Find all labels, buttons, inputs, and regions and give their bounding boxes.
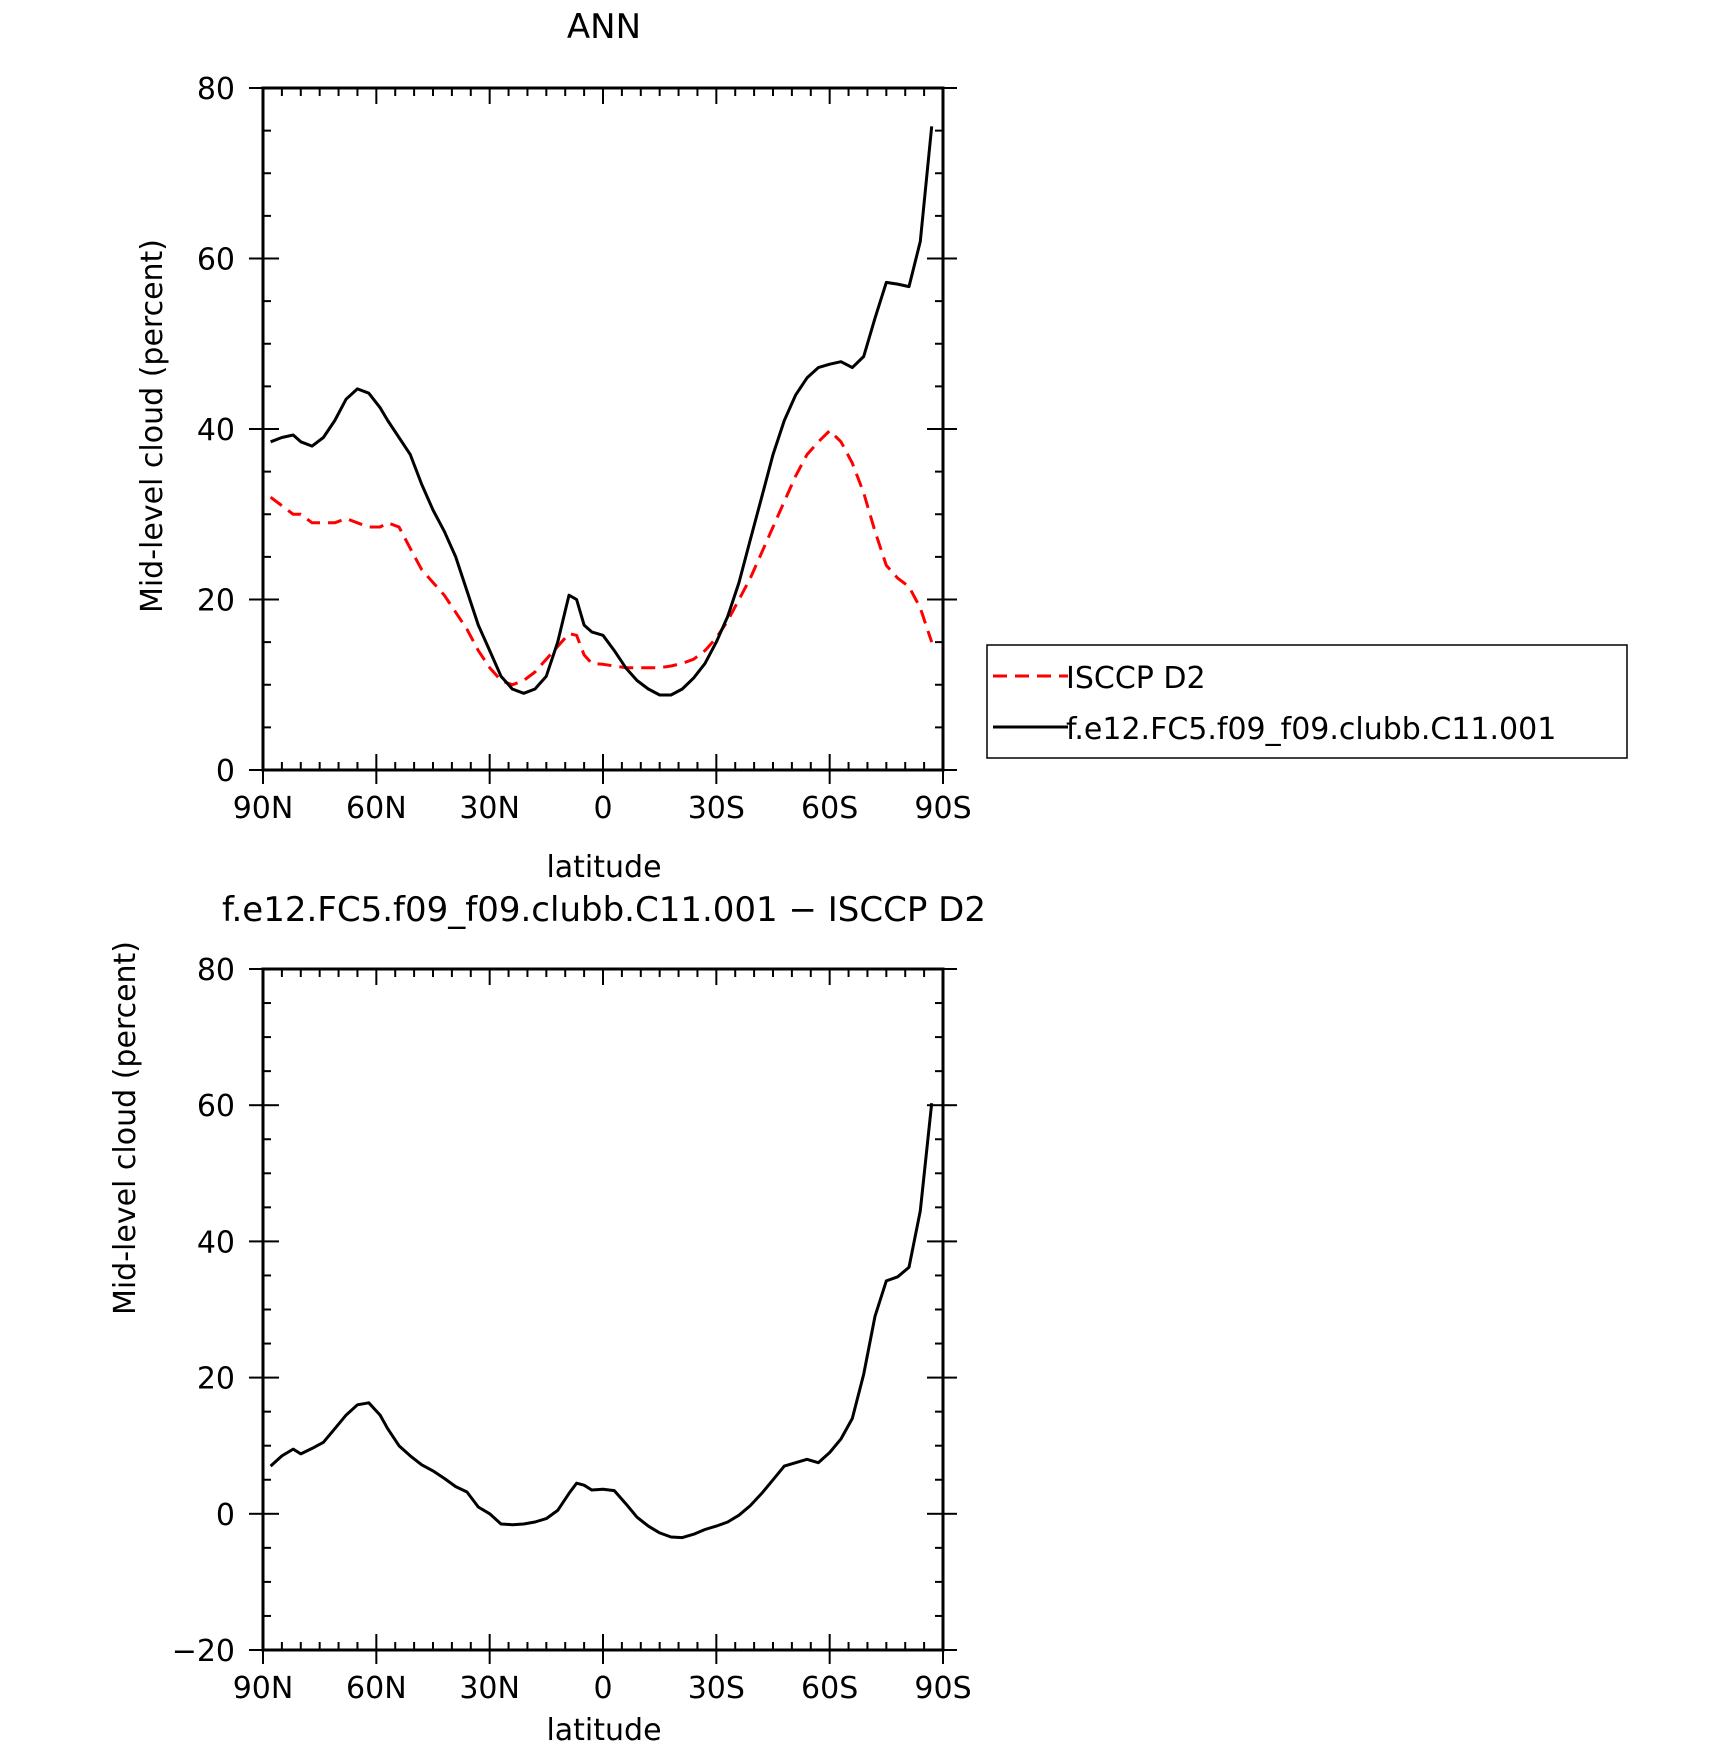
bottom-x-tick-label: 0 <box>593 1671 612 1706</box>
top-plot-frame <box>261 86 945 772</box>
top-model-line <box>270 126 934 697</box>
top-y-tick-label: 20 <box>197 584 235 619</box>
legend-label-isccp: ISCCP D2 <box>1066 661 1206 696</box>
bottom-x-tick-label: 60N <box>346 1671 407 1706</box>
top-x-tick-label: 60S <box>801 791 858 826</box>
bottom-axis-ticks: 90N 60N 30N 0 30S 60S 90S −20 0 20 40 60 80 <box>172 953 972 1706</box>
top-plot-border <box>261 86 945 772</box>
bottom-x-tick-label: 90S <box>914 1671 971 1706</box>
bottom-panel-title: f.e12.FC5.f09_f09.clubb.C11.001 − ISCCP … <box>222 890 986 930</box>
bottom-y-tick-label: 40 <box>197 1225 235 1260</box>
bottom-x-axis-title: latitude <box>546 1713 661 1745</box>
top-y-tick-label: 60 <box>197 243 235 278</box>
legend-box <box>986 644 1628 759</box>
bottom-y-tick-label: 80 <box>197 953 235 988</box>
legend-label-model: f.e12.FC5.f09_f09.clubb.C11.001 <box>1066 712 1556 747</box>
top-x-tick-label: 90S <box>914 791 971 826</box>
bottom-x-tick-label: 30N <box>459 1671 520 1706</box>
bottom-y-tick-label: −20 <box>172 1634 235 1669</box>
bottom-x-tick-label: 90N <box>233 1671 294 1706</box>
bottom-plot-frame <box>261 967 945 1652</box>
top-y-tick-label: 0 <box>216 754 235 789</box>
bottom-difference-line <box>269 1103 934 1540</box>
top-x-tick-label: 30S <box>688 791 745 826</box>
top-x-tick-label: 30N <box>459 791 520 826</box>
top-panel-title: ANN <box>567 7 641 47</box>
top-x-tick-label: 90N <box>233 791 294 826</box>
bottom-plot-border <box>261 967 945 1652</box>
top-panel: ANN 90N 60N 30N 0 30S 60S 90S 0 20 40 60 80 latitud… <box>135 7 972 885</box>
bottom-y-axis-title: Mid-level cloud (percent) <box>108 941 143 1315</box>
top-axis-ticks: 90N 60N 30N 0 30S 60S 90S 0 20 40 60 80 <box>197 72 972 826</box>
bottom-panel: f.e12.FC5.f09_f09.clubb.C11.001 − ISCCP … <box>108 890 986 1745</box>
top-isccp-d2-line <box>269 429 934 687</box>
bottom-y-tick-label: 20 <box>197 1362 235 1397</box>
bottom-x-tick-label: 30S <box>688 1671 745 1706</box>
top-y-tick-label: 80 <box>197 72 235 107</box>
top-series-group <box>269 126 934 697</box>
top-y-axis-title: Mid-level cloud (percent) <box>135 239 170 613</box>
top-y-tick-label: 40 <box>197 413 235 448</box>
bottom-x-tick-label: 60S <box>801 1671 858 1706</box>
bottom-y-tick-label: 0 <box>216 1498 235 1533</box>
top-x-axis-title: latitude <box>546 850 661 885</box>
bottom-y-tick-label: 60 <box>197 1089 235 1124</box>
legend: ISCCP D2 f.e12.FC5.f09_f09.clubb.C11.001 <box>986 644 1628 759</box>
bottom-series-group <box>269 1103 934 1540</box>
top-x-tick-label: 60N <box>346 791 407 826</box>
top-x-tick-label: 0 <box>593 791 612 826</box>
